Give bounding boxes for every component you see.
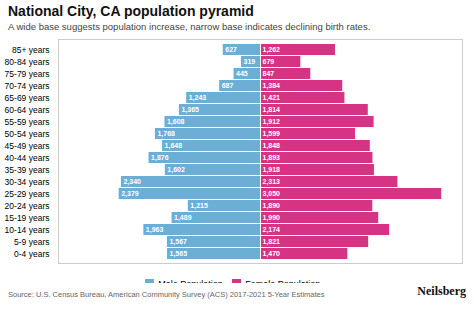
svg-text:1,821: 1,821 — [263, 238, 281, 246]
svg-text:1,814: 1,814 — [263, 106, 281, 114]
svg-text:65-69 years: 65-69 years — [5, 93, 50, 103]
svg-text:30-34 years: 30-34 years — [5, 177, 50, 187]
svg-text:1,912: 1,912 — [263, 118, 281, 126]
svg-text:847: 847 — [263, 70, 275, 77]
svg-text:1,990: 1,990 — [263, 214, 281, 222]
html-text:A wide base suggests populatio: A wide base suggests population increase… — [8, 21, 371, 32]
svg-text:5-9 years: 5-9 years — [14, 237, 49, 247]
svg-text:687: 687 — [222, 82, 234, 89]
svg-text:1,470: 1,470 — [263, 250, 281, 258]
svg-text:1,890: 1,890 — [263, 202, 281, 210]
svg-text:1,599: 1,599 — [263, 130, 281, 138]
svg-text:50-54 years: 50-54 years — [5, 129, 50, 139]
svg-text:15-19 years: 15-19 years — [5, 213, 50, 223]
svg-text:10-14 years: 10-14 years — [5, 225, 50, 235]
svg-text:45-49 years: 45-49 years — [5, 141, 50, 151]
svg-text:3,050: 3,050 — [263, 190, 281, 198]
svg-text:2,174: 2,174 — [263, 226, 281, 234]
svg-text:1,421: 1,421 — [263, 94, 281, 102]
svg-text:70-74 years: 70-74 years — [5, 81, 50, 91]
svg-text:2,340: 2,340 — [123, 178, 141, 186]
svg-text:1,243: 1,243 — [189, 94, 207, 102]
svg-text:1,215: 1,215 — [190, 202, 208, 210]
svg-text:20-24 years: 20-24 years — [5, 201, 50, 211]
svg-text:1,768: 1,768 — [157, 130, 175, 138]
svg-text:1,918: 1,918 — [263, 166, 281, 174]
svg-text:1,489: 1,489 — [174, 214, 192, 222]
svg-text:80-84 years: 80-84 years — [5, 57, 50, 67]
svg-text:1,648: 1,648 — [165, 142, 183, 150]
svg-text:40-44 years: 40-44 years — [5, 153, 50, 163]
html-text:Source: U.S. Census Bureau, Am: Source: U.S. Census Bureau, American Com… — [8, 290, 325, 299]
svg-text:1,608: 1,608 — [167, 118, 185, 126]
svg-text:1,893: 1,893 — [263, 154, 281, 162]
svg-text:1,876: 1,876 — [151, 154, 169, 162]
svg-text:55-59 years: 55-59 years — [5, 117, 50, 127]
html-text:Neilsberg: Neilsberg — [417, 284, 466, 298]
svg-text:627: 627 — [225, 46, 237, 53]
svg-text:25-29 years: 25-29 years — [5, 189, 50, 199]
svg-text:1,567: 1,567 — [169, 238, 187, 246]
svg-text:75-79 years: 75-79 years — [5, 69, 50, 79]
svg-text:445: 445 — [236, 70, 248, 77]
svg-text:35-39 years: 35-39 years — [5, 165, 50, 175]
svg-text:1,365: 1,365 — [181, 106, 199, 114]
svg-text:1,384: 1,384 — [263, 82, 281, 90]
svg-text:1,262: 1,262 — [263, 46, 281, 54]
svg-text:1,963: 1,963 — [146, 226, 164, 234]
svg-text:1,848: 1,848 — [263, 142, 281, 150]
svg-text:2,379: 2,379 — [121, 190, 139, 198]
svg-text:0-4 years: 0-4 years — [14, 249, 49, 259]
html-text:National City, CA population p: National City, CA population pyramid — [8, 3, 254, 19]
svg-text:319: 319 — [244, 58, 256, 65]
svg-text:2,313: 2,313 — [263, 178, 281, 186]
svg-text:1,565: 1,565 — [170, 250, 188, 258]
svg-text:1,602: 1,602 — [167, 166, 185, 174]
svg-text:679: 679 — [263, 58, 275, 65]
svg-text:85+ years: 85+ years — [12, 45, 50, 55]
svg-text:60-64 years: 60-64 years — [5, 105, 50, 115]
